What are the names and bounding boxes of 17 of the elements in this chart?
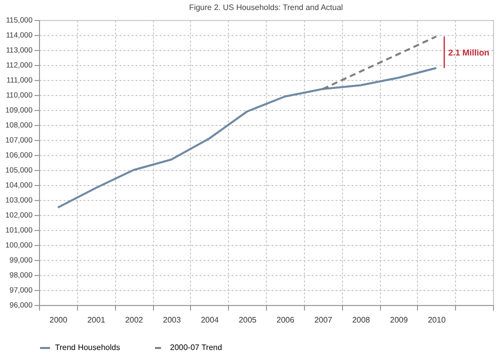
x-tick-label: 2004	[200, 316, 220, 324]
x-tick-label: 2006	[276, 316, 295, 324]
line-series	[56, 67, 438, 208]
line-series	[322, 36, 438, 90]
x-tick-label: 2003	[163, 316, 182, 324]
x-tick-label: 2001	[87, 316, 106, 324]
x-tick-label: 2007	[314, 316, 333, 324]
x-tick-label: 2010	[428, 316, 446, 324]
legend-label: 2000-07 Trend	[170, 343, 222, 352]
x-tick-label: 2005	[238, 316, 258, 324]
annotation: 2.1 Million	[448, 47, 490, 58]
legend-label: Trend Households	[55, 343, 120, 352]
x-tick-label: 2002	[125, 316, 144, 324]
x-tick-label: 2000	[50, 316, 68, 324]
x-tick-label: 2009	[390, 316, 408, 324]
chart-title: Figure 2. US Households: Trend and Actual	[189, 3, 344, 12]
x-tick-label: 2008	[352, 316, 371, 324]
